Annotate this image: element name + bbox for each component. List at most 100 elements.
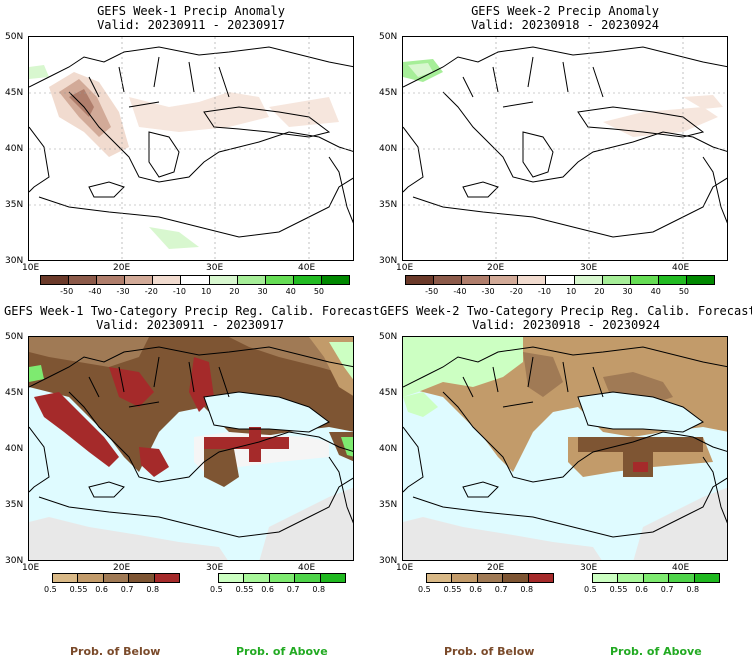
colorbar-cell bbox=[658, 276, 687, 284]
colorbar-label: 20 bbox=[594, 287, 605, 296]
panel3-lat-45: 45N bbox=[5, 388, 24, 398]
colorbar-label: 0.55 bbox=[443, 585, 462, 594]
panel2-lon-30: 30E bbox=[580, 263, 598, 273]
colorbar-cell bbox=[477, 574, 504, 582]
colorbar-label: 0.55 bbox=[609, 585, 628, 594]
panel2-anomaly-colorbar bbox=[405, 275, 715, 285]
colorbar-label: 0.5 bbox=[584, 585, 597, 594]
colorbar-label: 10 bbox=[566, 287, 577, 296]
panel4-map bbox=[402, 336, 728, 561]
panel1-map bbox=[28, 36, 354, 261]
panel2-title: GEFS Week-2 Precip Anomaly Valid: 202309… bbox=[471, 4, 659, 32]
panel4-below-colorbar bbox=[426, 573, 554, 583]
panel4-lat-45: 45N bbox=[379, 388, 398, 398]
panel3-lon-10: 10E bbox=[22, 563, 40, 573]
colorbar-cell bbox=[97, 276, 126, 284]
panel4-lon-30: 30E bbox=[580, 563, 598, 573]
panel1-title: GEFS Week-1 Precip Anomaly Valid: 202309… bbox=[97, 4, 285, 32]
colorbar-label: -20 bbox=[144, 287, 158, 296]
colorbar-cell bbox=[321, 276, 350, 284]
colorbar-cell bbox=[427, 574, 453, 582]
colorbar-cell bbox=[181, 276, 210, 284]
panel3-lon-40: 40E bbox=[298, 563, 316, 573]
colorbar-label: 0.7 bbox=[660, 585, 674, 594]
panel3-svg bbox=[29, 337, 353, 560]
panel2-lat-45: 45N bbox=[379, 88, 398, 98]
panel3-lat-30: 30N bbox=[5, 556, 24, 566]
colorbar-label: 0.5 bbox=[44, 585, 57, 594]
colorbar-label: 0.7 bbox=[120, 585, 134, 594]
colorbar-cell bbox=[462, 276, 491, 284]
panel4-lat-50: 50N bbox=[379, 332, 398, 342]
colorbar-cell bbox=[503, 574, 529, 582]
panel1-anomaly-colorbar bbox=[40, 275, 350, 285]
panel1-lat-50: 50N bbox=[5, 32, 24, 42]
colorbar-label: 30 bbox=[622, 287, 633, 296]
colorbar-cell bbox=[574, 276, 603, 284]
colorbar-cell bbox=[686, 276, 715, 284]
colorbar-cell bbox=[694, 574, 720, 582]
colorbar-label: 0.55 bbox=[235, 585, 254, 594]
panel1-lat-35: 35N bbox=[5, 200, 24, 210]
panel2-lon-20: 20E bbox=[487, 263, 505, 273]
panel3-lon-30: 30E bbox=[206, 563, 224, 573]
colorbar-cell bbox=[406, 276, 435, 284]
panel3-legend-above: Prob. of Above bbox=[236, 645, 328, 658]
panel4-legend-below: Prob. of Below bbox=[444, 645, 535, 658]
colorbar-label: 40 bbox=[650, 287, 661, 296]
panel4-lat-40: 40N bbox=[379, 444, 398, 454]
colorbar-cell bbox=[618, 574, 644, 582]
colorbar-cell bbox=[41, 276, 70, 284]
panel4-title: GEFS Week-2 Two-Category Precip Reg. Cal… bbox=[380, 304, 752, 332]
panel3-title: GEFS Week-1 Two-Category Precip Reg. Cal… bbox=[4, 304, 380, 332]
colorbar-label: -40 bbox=[88, 287, 102, 296]
colorbar-cell bbox=[265, 276, 294, 284]
panel1-lat-40: 40N bbox=[5, 144, 24, 154]
panel2-lon-10: 10E bbox=[396, 263, 414, 273]
colorbar-cell bbox=[490, 276, 519, 284]
colorbar-label: 0.7 bbox=[494, 585, 508, 594]
colorbar-cell bbox=[69, 276, 98, 284]
colorbar-label: 0.8 bbox=[686, 585, 700, 594]
panel4-lon-40: 40E bbox=[672, 563, 690, 573]
colorbar-cell bbox=[244, 574, 270, 582]
colorbar-label: 40 bbox=[285, 287, 296, 296]
panel1-lat-45: 45N bbox=[5, 88, 24, 98]
panel4-lon-20: 20E bbox=[487, 563, 505, 573]
colorbar-label: 0.6 bbox=[95, 585, 108, 594]
colorbar-label: 0.5 bbox=[210, 585, 223, 594]
panel3-below-colorbar bbox=[52, 573, 180, 583]
colorbar-label: 0.8 bbox=[520, 585, 534, 594]
panel1-lon-10: 10E bbox=[22, 263, 40, 273]
panel2-lat-30: 30N bbox=[379, 256, 398, 266]
panel1-lon-30: 30E bbox=[206, 263, 224, 273]
colorbar-label: 0.6 bbox=[469, 585, 482, 594]
colorbar-cell bbox=[129, 574, 155, 582]
panel3-lat-40: 40N bbox=[5, 444, 24, 454]
colorbar-label: -10 bbox=[537, 287, 551, 296]
colorbar-cell bbox=[269, 574, 296, 582]
colorbar-cell bbox=[669, 574, 695, 582]
colorbar-label: 20 bbox=[229, 287, 240, 296]
panel2-svg bbox=[403, 37, 727, 260]
panel3-map bbox=[28, 336, 354, 561]
colorbar-label: -40 bbox=[453, 287, 467, 296]
colorbar-cell bbox=[434, 276, 463, 284]
colorbar-cell bbox=[154, 574, 180, 582]
colorbar-cell bbox=[219, 574, 245, 582]
panel3-legend-below: Prob. of Below bbox=[70, 645, 161, 658]
colorbar-cell bbox=[528, 574, 554, 582]
colorbar-label: 0.6 bbox=[261, 585, 274, 594]
colorbar-cell bbox=[237, 276, 266, 284]
panel4-above-colorbar bbox=[592, 573, 720, 583]
colorbar-cell bbox=[320, 574, 346, 582]
colorbar-cell bbox=[103, 574, 130, 582]
panel2-lon-40: 40E bbox=[672, 263, 690, 273]
panel4-svg bbox=[403, 337, 727, 560]
colorbar-cell bbox=[125, 276, 154, 284]
colorbar-cell bbox=[452, 574, 478, 582]
colorbar-label: -50 bbox=[425, 287, 439, 296]
panel4-lon-10: 10E bbox=[396, 563, 414, 573]
colorbar-label: -10 bbox=[172, 287, 186, 296]
colorbar-label: 0.8 bbox=[146, 585, 160, 594]
